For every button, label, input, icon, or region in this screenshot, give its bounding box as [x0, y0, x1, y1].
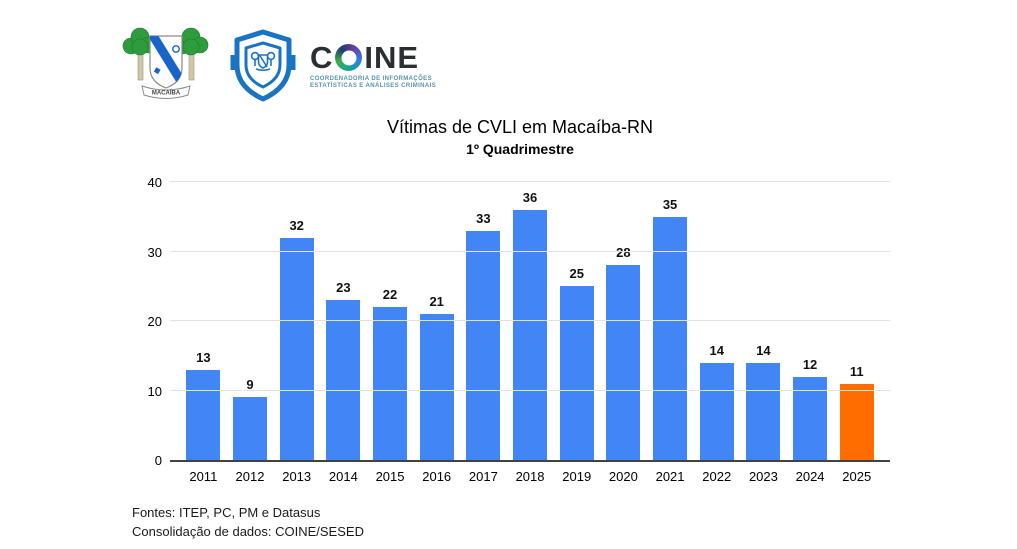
bar-slot-2015: 22 — [367, 182, 414, 460]
x-axis-label-2013: 2013 — [282, 469, 312, 484]
bar-slot-2024: 12 — [787, 182, 834, 460]
bar-slot-2014: 23 — [320, 182, 367, 460]
bar-slot-2022: 14 — [693, 182, 740, 460]
bar-slot-2021: 35 — [647, 182, 694, 460]
coine-shield-logo — [230, 29, 296, 102]
plot-area: 13 9 32 23 22 21 33 36 25 28 35 14 14 12 11 0 10 20 30 40 — [148, 175, 890, 468]
bar-slot-2025: 11 — [833, 182, 880, 460]
bar-value-label: 12 — [802, 356, 818, 372]
bar-value-label: 22 — [382, 287, 398, 303]
bar-slot-2020: 28 — [600, 182, 647, 460]
x-axis-label-2021: 2021 — [655, 469, 685, 484]
x-axis-label-2019: 2019 — [562, 469, 592, 484]
bar-2016 — [419, 314, 454, 460]
bar-chart: Vítimas de CVLI em Macaíba-RN 1º Quadrim… — [130, 115, 910, 484]
bar-value-label: 36 — [522, 189, 538, 205]
x-axis-label-2024: 2024 — [795, 469, 825, 484]
bar-2019 — [559, 286, 594, 460]
bar-2025 — [839, 383, 874, 460]
x-axis-label-2018: 2018 — [515, 469, 545, 484]
bar-2022 — [699, 362, 734, 460]
x-axis-label-2015: 2015 — [375, 469, 405, 484]
coine-letter-c: C — [310, 39, 334, 75]
bar-value-label: 25 — [569, 266, 584, 282]
bar-2011 — [186, 369, 221, 460]
bar-slot-2016: 21 — [413, 182, 460, 460]
bar-slot-2023: 14 — [740, 182, 787, 460]
bar-value-label: 32 — [289, 217, 304, 233]
x-axis-label-2014: 2014 — [328, 469, 358, 484]
x-axis-label-2012: 2012 — [235, 469, 265, 484]
x-axis: 2011 2012 2013 2014 2015 2016 2017 2018 2019 2020… — [170, 469, 890, 484]
bars-container: 13 9 32 23 22 21 33 36 25 28 35 14 14 12 11 — [170, 182, 890, 460]
bar-2015 — [373, 307, 408, 460]
bar-2018 — [513, 209, 548, 460]
bar-value-label: 14 — [756, 342, 771, 358]
bar-value-label: 21 — [429, 294, 444, 310]
x-axis-label-2020: 2020 — [608, 469, 638, 484]
bar-2014 — [326, 300, 361, 460]
y-axis-tick-label: 10 — [147, 383, 162, 399]
gridline — [170, 250, 890, 252]
footer-consolidation-line: Consolidação de dados: COINE/SESED — [132, 524, 364, 539]
bar-slot-2017: 33 — [460, 182, 507, 460]
y-axis-tick-label: 20 — [147, 314, 162, 329]
bar-slot-2013: 32 — [273, 182, 320, 460]
header-logos: MACAÍBA C INE COORDENADORIA DE INFORMAÇÕ… — [118, 24, 436, 108]
chart-title: Vítimas de CVLI em Macaíba-RN — [386, 117, 654, 137]
macaiba-crest-logo: MACAÍBA — [122, 27, 209, 99]
footer-sources-line: Fontes: ITEP, PC, PM e Datasus — [132, 505, 321, 520]
bar-2020 — [606, 265, 641, 460]
y-axis-tick-label: 30 — [147, 244, 162, 260]
bar-slot-2011: 13 — [180, 182, 227, 460]
bar-slot-2019: 25 — [553, 182, 600, 460]
bar-value-label: 11 — [849, 363, 864, 379]
bar-value-label: 13 — [196, 349, 211, 365]
macaiba-banner-text: MACAÍBA — [152, 89, 181, 97]
coine-wordmark: C INE COORDENADORIA DE INFORMAÇÕES ESTAT… — [310, 39, 437, 90]
gridline — [170, 320, 890, 321]
y-axis-tick-label: 0 — [154, 453, 162, 468]
bar-2013 — [279, 237, 314, 460]
y-axis-tick-label: 40 — [147, 175, 162, 190]
bar-slot-2018: 36 — [507, 182, 554, 460]
bar-value-label: 28 — [616, 245, 631, 261]
x-axis-label-2023: 2023 — [748, 469, 778, 484]
coine-o-ring-icon — [335, 44, 363, 71]
bar-value-label: 33 — [476, 210, 491, 226]
bar-value-label: 9 — [246, 377, 254, 393]
bar-value-label: 14 — [709, 342, 724, 358]
bar-2017 — [466, 230, 501, 460]
coine-letters-ine: INE — [364, 39, 420, 75]
x-axis-label-2025: 2025 — [842, 469, 872, 484]
bar-2023 — [746, 362, 781, 460]
bar-value-label: 35 — [662, 196, 678, 212]
footer-notes: Fontes: ITEP, PC, PM e Datasus Consolida… — [132, 503, 364, 541]
coine-subtitle-line1: COORDENADORIA DE INFORMAÇÕES — [310, 75, 432, 82]
coine-subtitle-line2: ESTATÍSTICAS E ANÁLISES CRIMINAIS — [310, 82, 437, 89]
gridline — [170, 181, 890, 182]
x-axis-label-2011: 2011 — [189, 469, 218, 484]
bar-2021 — [653, 216, 688, 460]
x-axis-label-2016: 2016 — [422, 469, 452, 484]
bar-2012 — [233, 397, 267, 460]
bar-value-label: 23 — [336, 280, 351, 296]
x-axis-label-2022: 2022 — [702, 469, 732, 484]
bar-slot-2012: 9 — [227, 182, 274, 460]
bar-2024 — [793, 376, 828, 460]
gridline — [170, 389, 890, 391]
chart-subtitle: 1º Quadrimestre — [466, 141, 574, 157]
x-axis-label-2017: 2017 — [468, 469, 498, 484]
